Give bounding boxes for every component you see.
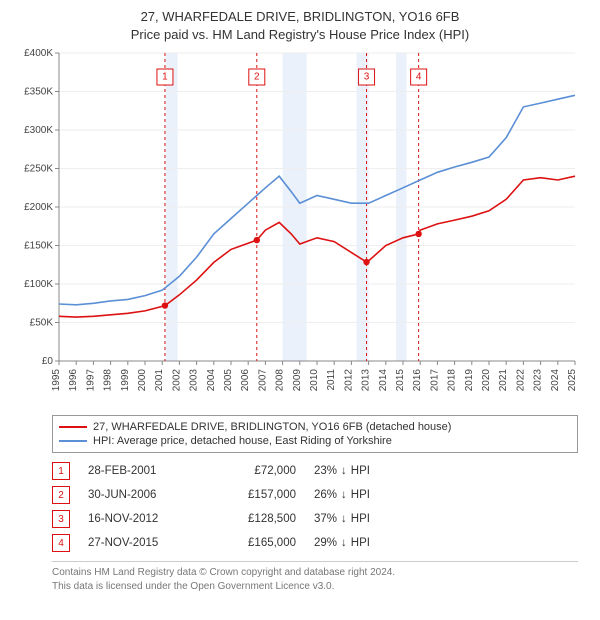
svg-text:£250K: £250K [24, 164, 53, 175]
svg-text:£200K: £200K [24, 202, 53, 213]
transaction-row: 1 28-FEB-2001 £72,000 23%↓HPI [52, 459, 578, 483]
svg-text:2010: 2010 [309, 369, 320, 392]
title-line-1: 27, WHARFEDALE DRIVE, BRIDLINGTON, YO16 … [10, 8, 590, 26]
svg-text:2000: 2000 [137, 369, 148, 392]
svg-text:2014: 2014 [378, 369, 389, 392]
svg-text:2006: 2006 [240, 369, 251, 392]
price-chart: £0 £50K £100K £150K £200K £250K £300K £350K £400… [17, 49, 583, 409]
arrow-down-icon: ↓ [341, 537, 347, 549]
svg-text:2005: 2005 [223, 369, 234, 392]
legend-label: HPI: Average price, detached house, East… [93, 435, 392, 447]
svg-text:£350K: £350K [24, 87, 53, 98]
transaction-price: £128,500 [216, 513, 296, 525]
svg-text:2: 2 [254, 72, 260, 83]
transaction-row: 4 27-NOV-2015 £165,000 29%↓HPI [52, 531, 578, 555]
arrow-down-icon: ↓ [341, 489, 347, 501]
arrow-down-icon: ↓ [341, 513, 347, 525]
svg-text:£300K: £300K [24, 125, 53, 136]
transaction-price: £165,000 [216, 537, 296, 549]
transaction-date: 27-NOV-2015 [88, 537, 198, 549]
transaction-marker-badge: 2 [52, 486, 70, 504]
svg-text:2008: 2008 [275, 369, 286, 392]
title-line-2: Price paid vs. HM Land Registry's House … [10, 26, 590, 44]
legend-label: 27, WHARFEDALE DRIVE, BRIDLINGTON, YO16 … [93, 421, 451, 433]
svg-text:2015: 2015 [395, 369, 406, 392]
svg-text:2021: 2021 [498, 369, 509, 392]
svg-text:2023: 2023 [533, 369, 544, 392]
svg-text:2024: 2024 [550, 369, 561, 392]
transaction-price: £157,000 [216, 489, 296, 501]
svg-text:2017: 2017 [429, 369, 440, 392]
svg-text:2012: 2012 [343, 369, 354, 392]
transaction-price: £72,000 [216, 465, 296, 477]
svg-text:2016: 2016 [412, 369, 423, 392]
svg-text:£400K: £400K [24, 49, 53, 59]
svg-text:1: 1 [162, 72, 168, 83]
svg-text:2002: 2002 [171, 369, 182, 392]
transaction-row: 3 16-NOV-2012 £128,500 37%↓HPI [52, 507, 578, 531]
legend-swatch [59, 440, 87, 442]
svg-text:2003: 2003 [189, 369, 200, 392]
svg-text:4: 4 [416, 72, 422, 83]
svg-text:£150K: £150K [24, 241, 53, 252]
svg-text:2025: 2025 [567, 369, 578, 392]
svg-text:2022: 2022 [515, 369, 526, 392]
arrow-down-icon: ↓ [341, 465, 347, 477]
svg-text:2007: 2007 [257, 369, 268, 392]
svg-text:£100K: £100K [24, 279, 53, 290]
svg-text:2018: 2018 [447, 369, 458, 392]
transaction-date: 30-JUN-2006 [88, 489, 198, 501]
chart-legend: 27, WHARFEDALE DRIVE, BRIDLINGTON, YO16 … [52, 415, 578, 453]
legend-item: 27, WHARFEDALE DRIVE, BRIDLINGTON, YO16 … [59, 420, 571, 434]
transaction-row: 2 30-JUN-2006 £157,000 26%↓HPI [52, 483, 578, 507]
transaction-table: 1 28-FEB-2001 £72,000 23%↓HPI 2 30-JUN-2006 £1… [52, 459, 578, 555]
footer-line-2: This data is licensed under the Open Gov… [52, 580, 578, 594]
transaction-diff: 26%↓HPI [314, 489, 370, 501]
chart-title: 27, WHARFEDALE DRIVE, BRIDLINGTON, YO16 … [10, 8, 590, 43]
svg-text:2011: 2011 [326, 369, 337, 391]
svg-text:1999: 1999 [120, 369, 131, 392]
svg-text:2009: 2009 [292, 369, 303, 392]
transaction-date: 16-NOV-2012 [88, 513, 198, 525]
transaction-marker-badge: 4 [52, 534, 70, 552]
svg-text:1997: 1997 [85, 369, 96, 392]
footer-line-1: Contains HM Land Registry data © Crown c… [52, 566, 578, 580]
svg-text:2004: 2004 [206, 369, 217, 392]
transaction-date: 28-FEB-2001 [88, 465, 198, 477]
transaction-diff: 37%↓HPI [314, 513, 370, 525]
svg-text:1995: 1995 [51, 369, 62, 392]
svg-text:1998: 1998 [103, 369, 114, 392]
svg-text:3: 3 [364, 72, 370, 83]
transaction-diff: 23%↓HPI [314, 465, 370, 477]
transaction-marker-badge: 1 [52, 462, 70, 480]
svg-text:2020: 2020 [481, 369, 492, 392]
transaction-marker-badge: 3 [52, 510, 70, 528]
svg-text:2019: 2019 [464, 369, 475, 392]
svg-text:2001: 2001 [154, 369, 165, 392]
svg-text:£0: £0 [42, 356, 54, 367]
svg-text:2013: 2013 [361, 369, 372, 392]
svg-text:£50K: £50K [30, 318, 54, 329]
legend-item: HPI: Average price, detached house, East… [59, 434, 571, 448]
legend-swatch [59, 426, 87, 428]
transaction-diff: 29%↓HPI [314, 537, 370, 549]
svg-text:1996: 1996 [68, 369, 79, 392]
data-attribution: Contains HM Land Registry data © Crown c… [52, 561, 578, 593]
